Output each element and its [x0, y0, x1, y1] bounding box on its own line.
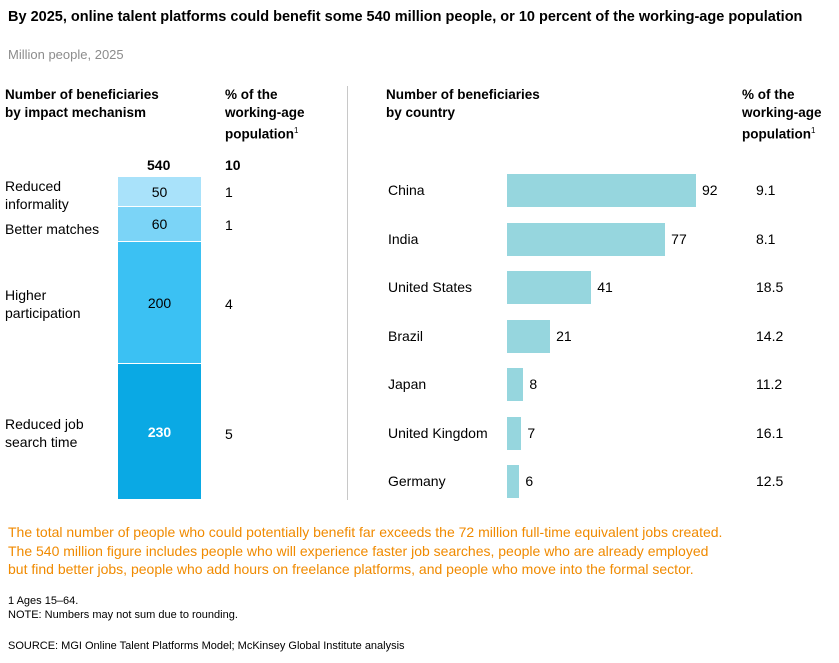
country-bar — [507, 465, 520, 498]
country-label: Brazil — [388, 327, 424, 344]
segment-value: 60 — [151, 216, 168, 232]
country-pct: 11.2 — [756, 376, 783, 392]
right-header-line1: Number of beneficiaries — [386, 87, 540, 102]
right-header: Number of beneficiaries by country — [386, 86, 540, 122]
note-line3: but find better jobs, people who add hou… — [8, 561, 694, 577]
segment-label-better-matches: Better matches — [5, 221, 100, 237]
country-bar — [507, 222, 666, 256]
country-label: Germany — [388, 473, 446, 489]
total-value: 540 — [147, 157, 171, 173]
left-pct-header-line2: working-age — [225, 105, 305, 120]
country-pct: 18.5 — [756, 279, 784, 295]
highlight-note: The total number of people who could pot… — [8, 523, 808, 579]
segment-label-higher-participation: Higher participation — [5, 287, 81, 321]
chart-title: By 2025, online talent platforms could b… — [8, 9, 803, 25]
segment-reduced-job-search-time: 230 — [118, 364, 201, 499]
segment-better-matches: 60 — [118, 207, 201, 241]
country-label: India — [388, 230, 419, 247]
footnote-1: 1 Ages 15–64. — [8, 595, 79, 607]
segment-reduced-informality: 50 — [118, 177, 201, 206]
country-label: Japan — [388, 376, 427, 392]
country-pct: 9.1 — [756, 182, 776, 198]
source-note: SOURCE: MGI Online Talent Platforms Mode… — [8, 640, 405, 652]
country-bar — [507, 174, 696, 207]
country-bar-value: 92 — [702, 182, 718, 198]
country-label: United Kingdom — [388, 424, 488, 441]
segment-pct: 4 — [225, 296, 233, 312]
left-pct-header-line1: % of the — [225, 87, 278, 102]
country-pct: 8.1 — [756, 230, 776, 247]
right-pct-header-line3: population1 — [742, 126, 816, 142]
rounding-note: NOTE: Numbers may not sum due to roundin… — [8, 609, 238, 621]
note-line1: The total number of people who could pot… — [8, 524, 723, 540]
segment-pct: 5 — [225, 426, 233, 442]
right-header-line2: by country — [386, 105, 456, 120]
left-header: Number of beneficiaries by impact mechan… — [5, 86, 159, 122]
country-label: United States — [388, 279, 473, 295]
country-bar-value: 6 — [525, 473, 534, 489]
left-header-line1: Number of beneficiaries — [5, 87, 159, 102]
country-pct: 12.5 — [756, 473, 784, 489]
country-bar — [507, 271, 592, 304]
segment-value: 230 — [147, 423, 172, 440]
country-bar-value: 21 — [556, 327, 572, 344]
segment-value: 50 — [151, 183, 168, 200]
left-header-line2: by impact mechanism — [5, 105, 147, 120]
country-bar-value: 7 — [527, 424, 536, 441]
right-pct-header-line1: % of the — [742, 87, 795, 102]
country-bar — [507, 368, 524, 401]
right-pct-header-line2: working-age — [742, 105, 822, 120]
segment-label-reduced-job-search-time: Reduced job search time — [5, 416, 84, 450]
country-pct: 14.2 — [756, 327, 784, 344]
footnote-marker: 1 — [293, 126, 299, 135]
country-bar-value: 77 — [671, 230, 687, 247]
segment-value: 200 — [147, 294, 172, 311]
country-label: China — [388, 182, 425, 198]
segment-label-reduced-informality: Reduced informality — [5, 178, 69, 212]
panel-divider — [347, 86, 348, 500]
segment-pct: 1 — [225, 217, 233, 233]
right-pct-header: % of the working-age population1 — [742, 86, 822, 144]
segment-higher-participation: 200 — [118, 242, 201, 363]
country-bar-value: 41 — [597, 279, 613, 295]
left-pct-header: % of the working-age population1 — [225, 86, 305, 144]
segment-pct: 1 — [225, 184, 233, 200]
note-line2: The 540 million figure includes people w… — [8, 542, 709, 559]
country-bar — [507, 319, 551, 353]
country-pct: 16.1 — [756, 424, 784, 441]
left-pct-header-line3: population1 — [225, 126, 299, 142]
country-bar-value: 8 — [529, 376, 538, 392]
footnote-marker: 1 — [810, 126, 816, 135]
chart-subtitle: Million people, 2025 — [8, 47, 124, 62]
country-bar — [507, 416, 522, 450]
total-pct: 10 — [225, 157, 241, 173]
